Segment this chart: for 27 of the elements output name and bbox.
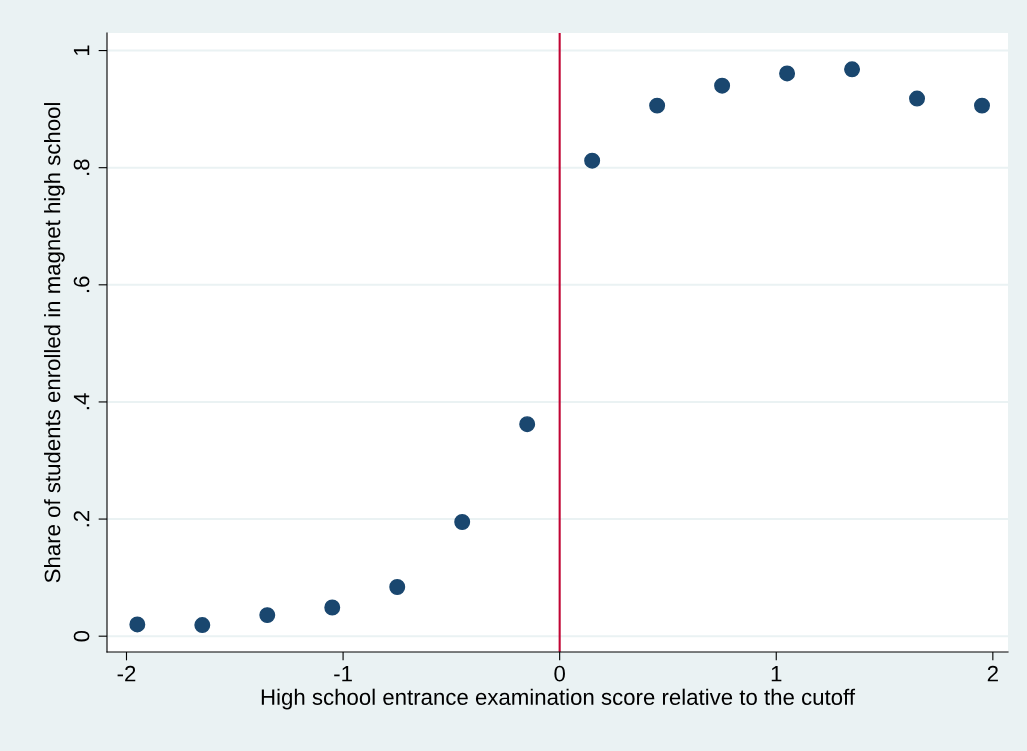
y-tick-label: 1: [73, 45, 90, 56]
point: [779, 65, 796, 82]
point: [324, 599, 341, 616]
point: [259, 607, 276, 624]
point: [909, 90, 926, 107]
point: [714, 77, 731, 94]
x-tick-label: -2: [117, 665, 136, 682]
x-tick-label: 2: [987, 665, 998, 682]
point: [584, 152, 601, 169]
x-tick-label: -1: [334, 666, 352, 682]
y-tick-label: .2: [73, 510, 90, 527]
y-tick-label: .6: [73, 276, 90, 293]
x-tick-label: 0: [554, 665, 565, 682]
point: [974, 97, 990, 114]
point: [454, 514, 471, 530]
point: [844, 61, 861, 78]
point: [129, 616, 146, 633]
point: [194, 617, 211, 634]
x-axis-title: High school entrance examination score relative to the cutoff: [261, 688, 856, 710]
y-tick-label: 0: [73, 630, 90, 642]
point: [519, 416, 536, 433]
x-tick-label: 1: [771, 666, 782, 682]
y-axis-title: Share of students enrolled in magnet high school: [44, 103, 65, 583]
point: [649, 97, 666, 114]
y-tick-label: .4: [73, 393, 90, 410]
y-tick-label: .8: [73, 159, 90, 175]
point: [389, 579, 406, 595]
